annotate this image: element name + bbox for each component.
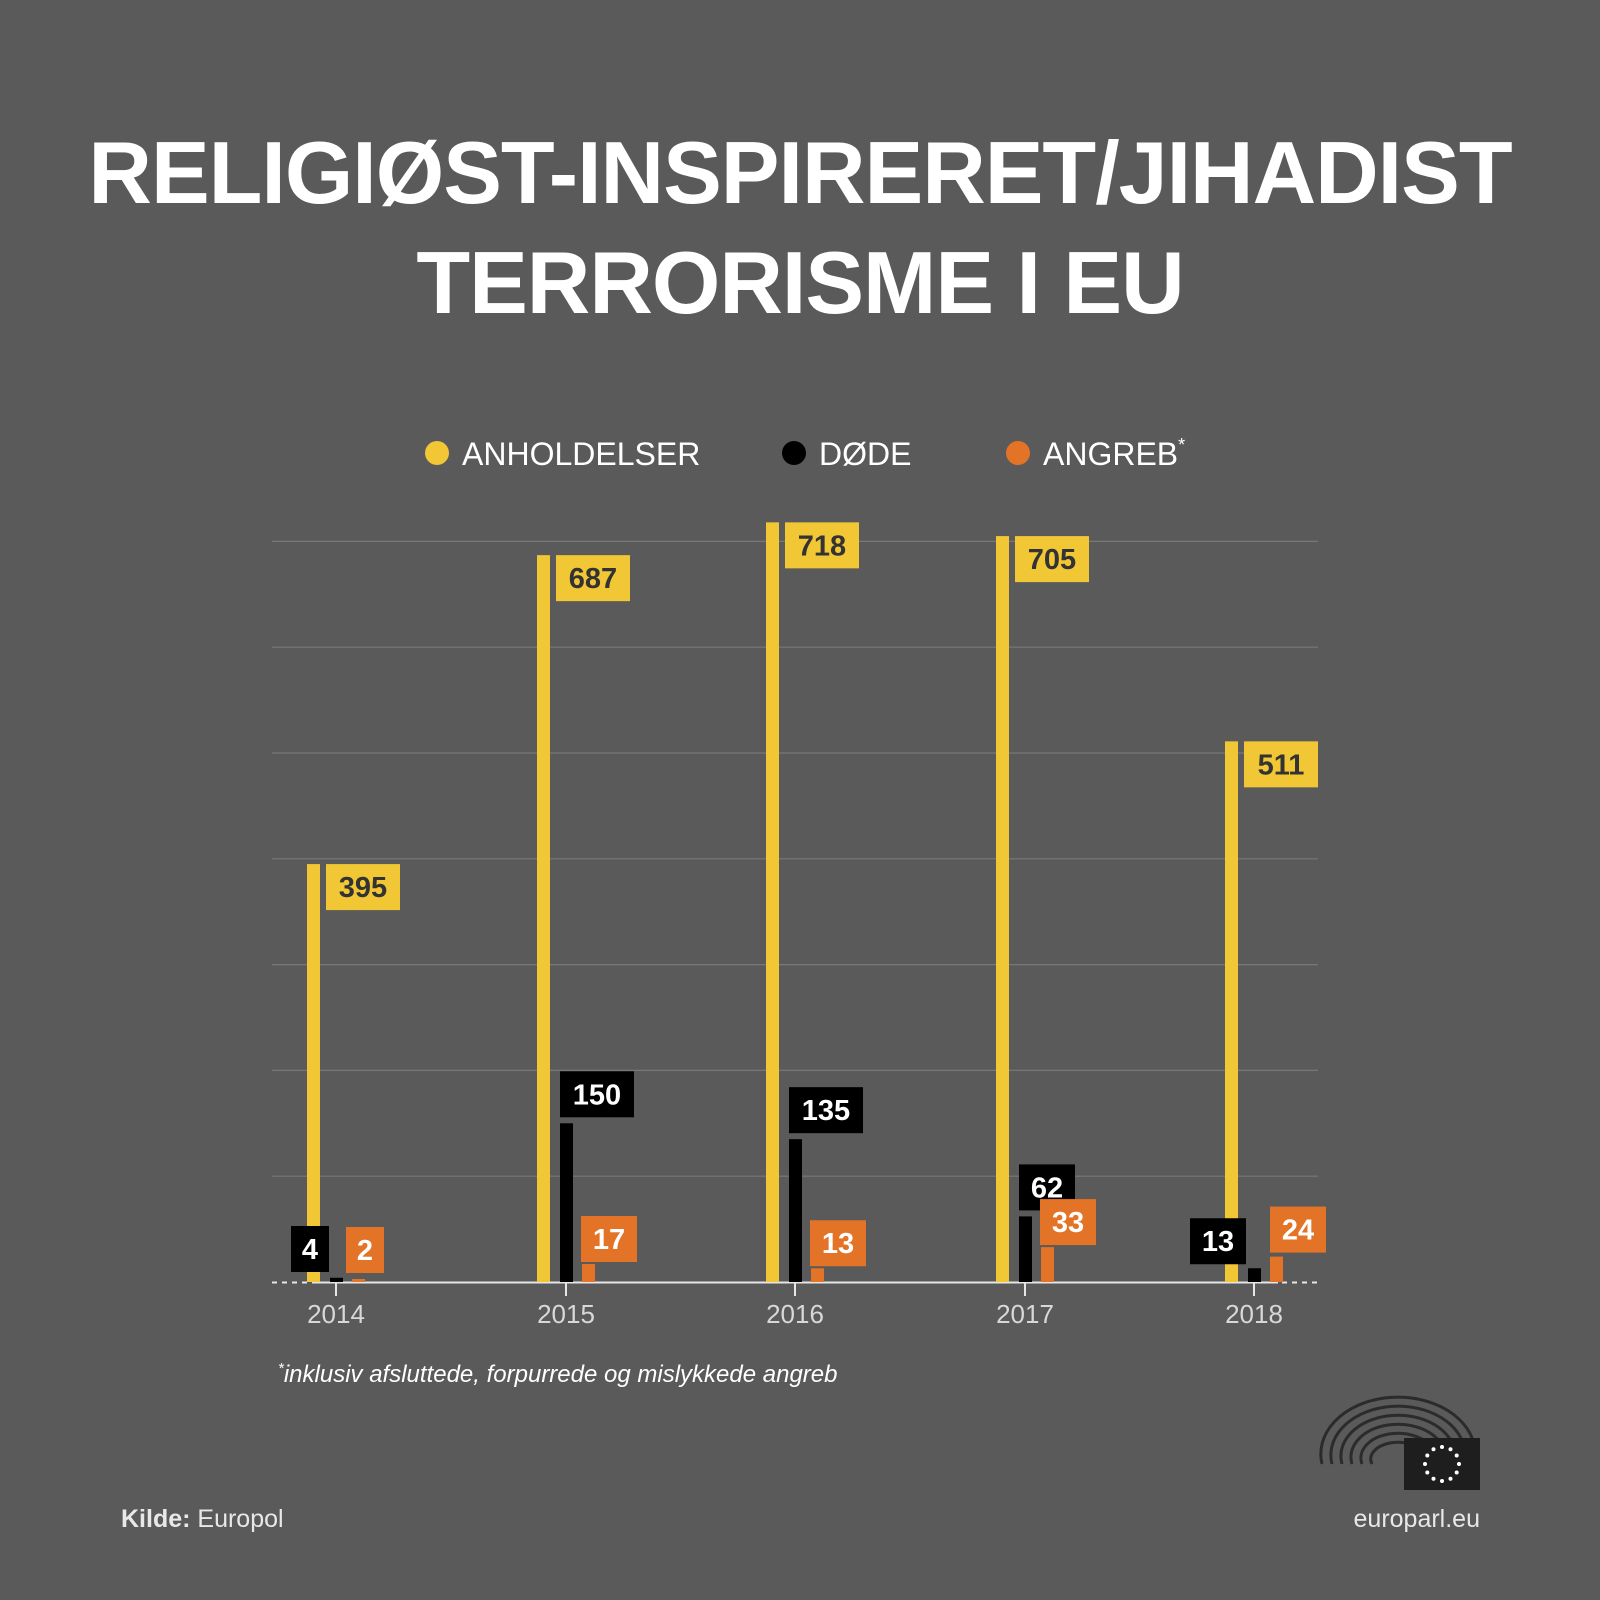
data-label-angreb: 13 bbox=[822, 1228, 854, 1260]
source-value: Europol bbox=[197, 1505, 284, 1533]
x-tick-label: 2015 bbox=[537, 1299, 595, 1329]
bar-anholdelser bbox=[996, 536, 1009, 1282]
data-label-box-anholdelser bbox=[326, 864, 400, 911]
data-label-box-angreb bbox=[810, 1220, 866, 1267]
star-icon bbox=[1431, 1447, 1436, 1452]
title-line-1: RELIGIØST-INSPIRERET/JIHADIST bbox=[88, 123, 1512, 222]
bar-angreb bbox=[352, 1279, 365, 1282]
star-icon bbox=[1431, 1476, 1436, 1481]
source-note: Kilde: Europol bbox=[121, 1505, 284, 1534]
data-label-anholdelser: 687 bbox=[569, 563, 617, 595]
european-parliament-logo bbox=[1319, 1395, 1480, 1490]
data-label-box-angreb bbox=[1040, 1199, 1096, 1246]
bar-anholdelser bbox=[307, 864, 320, 1282]
data-label-box-anholdelser bbox=[556, 555, 630, 602]
data-label-box-doede bbox=[1190, 1218, 1246, 1265]
bar-doede bbox=[1248, 1268, 1261, 1282]
footnote: *inklusiv afsluttede, forpurrede og misl… bbox=[278, 1360, 837, 1389]
star-icon bbox=[1425, 1453, 1430, 1458]
star-icon bbox=[1448, 1476, 1453, 1481]
bar-angreb bbox=[582, 1264, 595, 1282]
data-label-doede: 13 bbox=[1202, 1226, 1234, 1258]
bar-angreb bbox=[1270, 1256, 1283, 1282]
data-label-box-doede bbox=[789, 1087, 863, 1134]
bar-angreb bbox=[1041, 1247, 1054, 1282]
data-label-box-doede bbox=[291, 1226, 329, 1272]
chart-title: RELIGIØST-INSPIRERET/JIHADIST TERRORISME… bbox=[0, 118, 1600, 338]
data-label-angreb: 2 bbox=[357, 1235, 373, 1267]
bar-anholdelser bbox=[766, 522, 779, 1282]
bar-anholdelser bbox=[537, 555, 550, 1282]
data-label-anholdelser: 395 bbox=[339, 872, 387, 904]
star-icon bbox=[1454, 1453, 1459, 1458]
x-tick-label: 2017 bbox=[996, 1299, 1054, 1329]
legend-label: ANHOLDELSER bbox=[462, 436, 700, 472]
footnote-text: inklusiv afsluttede, forpurrede og misly… bbox=[283, 1361, 838, 1388]
bar-doede bbox=[789, 1139, 802, 1282]
x-tick-label: 2014 bbox=[307, 1299, 365, 1329]
data-label-box-doede bbox=[560, 1071, 634, 1118]
legend-label: DØDE bbox=[819, 436, 911, 472]
data-label-box-anholdelser bbox=[1015, 536, 1089, 583]
data-label-anholdelser: 718 bbox=[798, 530, 846, 562]
data-label-box-angreb bbox=[581, 1216, 637, 1263]
eu-stars-icon bbox=[1423, 1445, 1461, 1483]
bar-doede bbox=[330, 1277, 343, 1282]
source-label: Kilde: bbox=[121, 1505, 191, 1533]
x-tick-label: 2016 bbox=[766, 1299, 824, 1329]
star-icon bbox=[1448, 1447, 1453, 1452]
bar-doede bbox=[560, 1123, 573, 1282]
data-label-angreb: 33 bbox=[1052, 1207, 1084, 1239]
data-label-doede: 62 bbox=[1031, 1172, 1063, 1204]
star-icon bbox=[1440, 1479, 1444, 1483]
data-label-doede: 4 bbox=[302, 1234, 318, 1266]
data-label-angreb: 17 bbox=[593, 1224, 625, 1256]
data-label-angreb: 24 bbox=[1282, 1215, 1314, 1247]
bar-doede bbox=[1019, 1216, 1032, 1282]
legend-marker-døde bbox=[782, 441, 806, 465]
bar-anholdelser bbox=[1225, 741, 1238, 1282]
star-icon bbox=[1454, 1470, 1459, 1475]
star-icon bbox=[1423, 1462, 1427, 1466]
site-url: europarl.eu bbox=[1353, 1505, 1480, 1533]
title-line-2: TERRORISME I EU bbox=[416, 233, 1184, 332]
data-label-doede: 150 bbox=[573, 1079, 621, 1111]
star-icon bbox=[1457, 1462, 1461, 1466]
bar-angreb bbox=[811, 1268, 824, 1282]
data-label-anholdelser: 511 bbox=[1258, 749, 1305, 781]
data-label-box-anholdelser bbox=[1244, 741, 1318, 788]
legend-marker-angreb bbox=[1006, 441, 1030, 465]
legend-marker-anholdelser bbox=[425, 441, 449, 465]
x-tick-label: 2018 bbox=[1225, 1299, 1283, 1329]
star-icon bbox=[1425, 1470, 1430, 1475]
star-icon bbox=[1440, 1445, 1444, 1449]
data-label-doede: 135 bbox=[802, 1095, 850, 1127]
data-label-anholdelser: 705 bbox=[1028, 544, 1076, 576]
data-label-box-angreb bbox=[1270, 1206, 1326, 1253]
data-label-box-anholdelser bbox=[785, 522, 859, 569]
footnote-marker: * bbox=[278, 1360, 284, 1377]
data-label-box-angreb bbox=[346, 1227, 384, 1273]
legend-label: ANGREB* bbox=[1043, 435, 1185, 472]
